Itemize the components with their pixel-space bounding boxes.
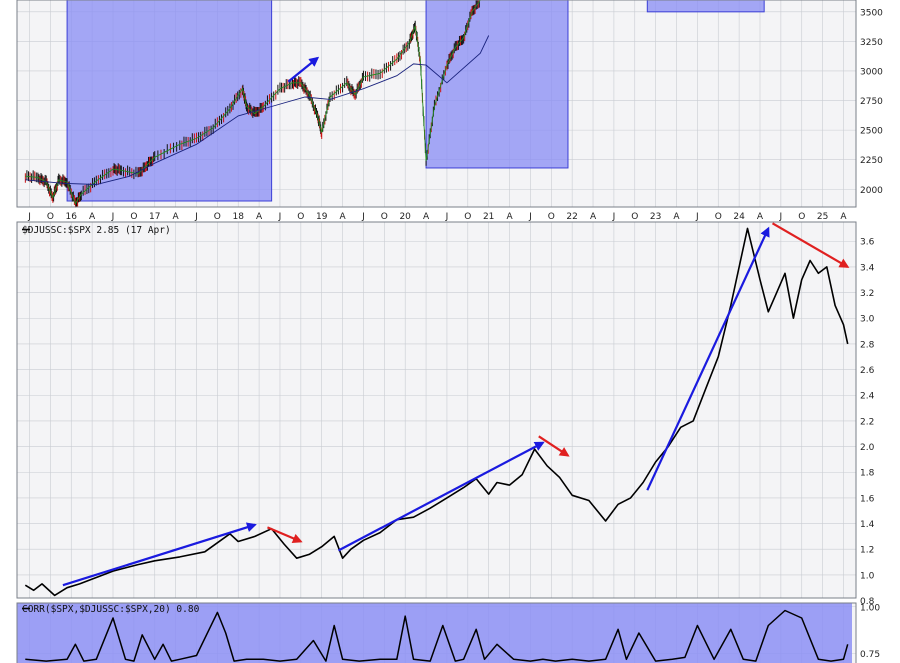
x-tick-label: A	[256, 212, 263, 222]
x-tick-label: J	[27, 212, 31, 222]
correlation-panel-border	[16, 602, 857, 663]
price-trend-arrow-up	[287, 56, 320, 83]
price-y-tick-label: 3000	[860, 67, 883, 77]
price-highlight-range	[425, 0, 569, 169]
price-y-tick-label: 2750	[860, 97, 883, 107]
x-tick-label: A	[673, 212, 680, 222]
correlation-line	[25, 609, 849, 662]
x-tick-label: 25	[817, 212, 828, 222]
x-tick-label: 16	[66, 212, 78, 222]
ratio-trend-arrow-up	[62, 522, 257, 587]
x-tick-label: A	[590, 212, 597, 222]
ratio-y-tick-label: 1.8	[860, 469, 875, 479]
correlation-panel: 1.00 0.75 CORR($SPX,$DJUSSC:$SPX,20) 0.80	[16, 602, 880, 663]
correlation-fill	[17, 603, 852, 663]
price-panel: 3500 3250 3000 2750 2500 2250 2000	[16, 0, 883, 208]
ratio-panel: 3.6 3.4 3.2 3.0 2.8 2.6 2.4 2.2 2.0 1.8 1.6 1.4 1.2 1…	[16, 221, 875, 607]
x-tick-label: A	[423, 212, 430, 222]
price-highlight-range	[646, 0, 765, 13]
x-tick-label: O	[130, 212, 137, 222]
ratio-y-tick-label: 1.6	[860, 494, 875, 504]
ratio-panel-border	[16, 221, 857, 599]
ratio-trend-arrow-up	[337, 441, 545, 552]
x-tick-label: 23	[650, 212, 661, 222]
price-short-moving-average	[25, 0, 481, 205]
ratio-y-tick-label: 3.6	[860, 238, 875, 248]
x-tick-label: J	[612, 212, 616, 222]
ratio-y-tick-label: 2.4	[860, 392, 875, 402]
x-tick-label: 22	[566, 212, 577, 222]
price-y-tick-label: 3500	[860, 8, 883, 18]
x-tick-label: O	[548, 212, 555, 222]
correlation-y-tick-label: 1.00	[860, 603, 880, 613]
correlation-legend-label: CORR($SPX,$DJUSSC:$SPX,20) 0.80	[22, 604, 200, 615]
x-tick-label: 17	[149, 212, 160, 222]
ratio-trend-arrow-down	[771, 222, 850, 268]
x-tick-label: 24	[733, 212, 745, 222]
x-tick-label: A	[339, 212, 346, 222]
ratio-y-tick-label: 2.6	[860, 366, 875, 376]
x-tick-label: O	[297, 212, 304, 222]
x-tick-label: 19	[316, 212, 328, 222]
ratio-y-tick-label: 1.0	[860, 571, 875, 581]
ratio-trend-arrow-down	[538, 435, 570, 457]
time-axis: J O 16 A J O 17 A J O 18 A J O 19 A J O 20 A J O 21 A J O 22 A J O 23 A…	[27, 212, 847, 222]
price-y-tick-label: 2250	[860, 156, 883, 166]
price-y-tick-label: 2500	[860, 127, 883, 137]
x-tick-label: 18	[233, 212, 245, 222]
ratio-y-tick-label: 2.2	[860, 417, 874, 427]
x-tick-label: O	[47, 212, 54, 222]
ratio-y-tick-label: 1.4	[860, 520, 875, 530]
price-highlight-range	[66, 0, 273, 202]
x-tick-label: O	[381, 212, 388, 222]
ratio-grid	[17, 222, 856, 598]
x-tick-label: J	[111, 212, 115, 222]
x-tick-label: O	[798, 212, 805, 222]
ratio-y-tick-label: 3.4	[860, 263, 875, 273]
price-long-moving-average	[25, 35, 490, 185]
correlation-y-tick-label: 0.75	[860, 650, 880, 660]
x-tick-label: O	[464, 212, 471, 222]
ratio-y-tick-label: 3.2	[860, 289, 874, 299]
x-tick-label: A	[89, 212, 96, 222]
ratio-y-tick-label: 3.0	[860, 315, 875, 325]
ratio-background	[17, 222, 856, 598]
ratio-y-tick-label: 2.0	[860, 443, 875, 453]
x-tick-label: A	[840, 212, 847, 222]
x-tick-label: J	[278, 212, 282, 222]
x-tick-label: J	[528, 212, 532, 222]
x-tick-label: J	[695, 212, 699, 222]
x-tick-label: A	[757, 212, 764, 222]
ratio-y-tick-label: 1.2	[860, 546, 874, 556]
ratio-trend-arrow-down	[267, 526, 303, 544]
ratio-trend-arrow-up	[646, 226, 770, 491]
x-tick-label: O	[715, 212, 722, 222]
x-tick-label: 21	[483, 212, 494, 222]
price-y-tick-label: 2000	[860, 186, 883, 196]
ratio-y-tick-label: 0.8	[860, 597, 875, 607]
price-panel-border	[16, 0, 857, 208]
x-tick-label: J	[361, 212, 365, 222]
ratio-line	[24, 227, 849, 597]
x-tick-label: O	[631, 212, 638, 222]
x-tick-label: J	[194, 212, 198, 222]
x-tick-label: J	[445, 212, 449, 222]
x-tick-label: A	[506, 212, 513, 222]
x-tick-label: O	[214, 212, 221, 222]
x-tick-label: A	[173, 212, 180, 222]
ratio-y-tick-label: 2.8	[860, 340, 875, 350]
ratio-legend-label: $DJUSSC:$SPX 2.85 (17 Apr)	[22, 225, 171, 236]
x-tick-label: J	[779, 212, 783, 222]
price-y-tick-label: 3250	[860, 38, 883, 48]
x-tick-label: 20	[399, 212, 411, 222]
